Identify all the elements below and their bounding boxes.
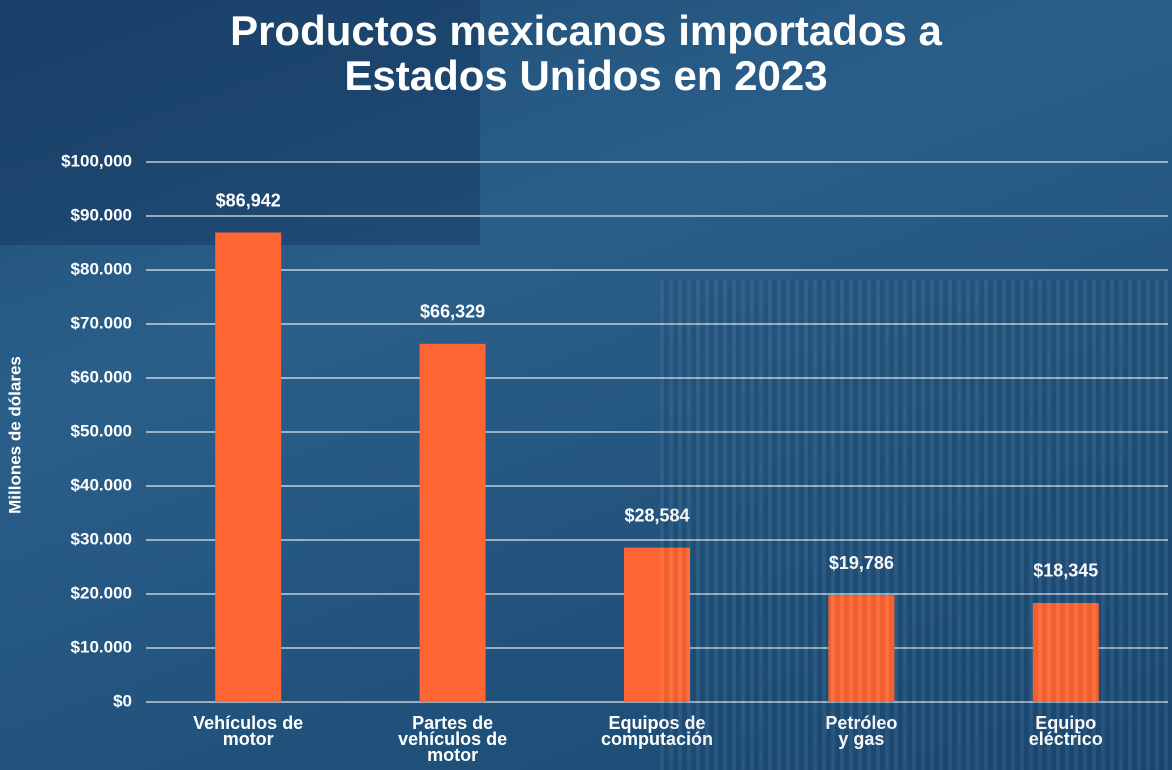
bar <box>215 232 282 703</box>
value-label: $18,345 <box>1033 561 1098 581</box>
x-tick-label: Vehículos de motor <box>193 713 304 749</box>
y-tick-label: $100,000 <box>61 151 132 170</box>
y-tick-label: $70.000 <box>71 313 132 332</box>
x-tick-label: Equipo eléctrico <box>1028 713 1103 749</box>
y-tick-label: $0 <box>113 691 132 710</box>
title-box: Productos mexicanos importados a Estados… <box>0 8 1172 98</box>
bar <box>419 343 486 702</box>
x-tick-label: Petróleo y gas <box>825 713 898 749</box>
value-label: $28,584 <box>624 505 689 525</box>
y-tick-label: $30.000 <box>71 529 132 548</box>
y-tick-label: $60.000 <box>71 367 132 386</box>
value-label: $86,942 <box>216 190 281 210</box>
bar <box>1032 602 1099 702</box>
value-label: $19,786 <box>829 553 894 573</box>
y-tick-label: $10.000 <box>71 637 132 656</box>
y-tick-label: $90.000 <box>71 205 132 224</box>
value-label: $66,329 <box>420 302 485 322</box>
y-tick-label: $20.000 <box>71 583 132 602</box>
y-tick-label: $50.000 <box>71 421 132 440</box>
y-axis-label: Millones de dólares <box>5 356 24 514</box>
x-tick-label: Partes de vehículos de motor <box>398 713 508 765</box>
y-tick-label: $80.000 <box>71 259 132 278</box>
bar <box>624 547 690 702</box>
bar <box>828 595 895 702</box>
chart-title: Productos mexicanos importados a Estados… <box>230 7 942 99</box>
y-tick-label: $40.000 <box>71 475 132 494</box>
x-tick-label: Equipos de computación <box>600 713 713 749</box>
